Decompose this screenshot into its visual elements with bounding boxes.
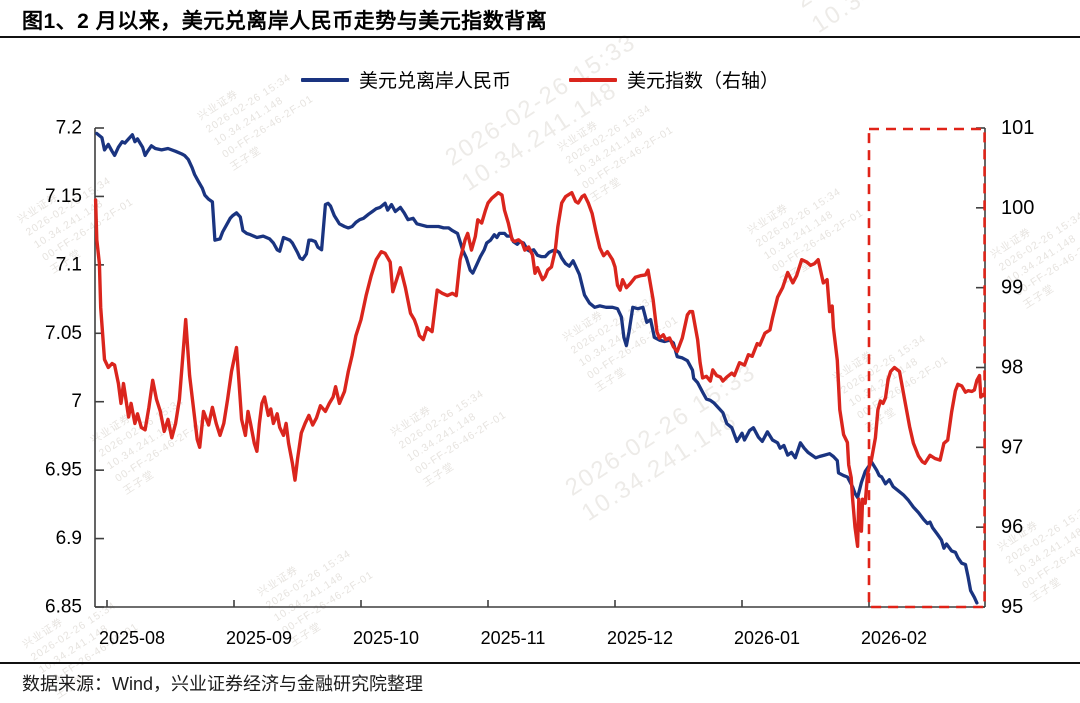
highlight-box [867,127,986,609]
x-tick-label: 2025-08 [99,628,165,648]
legend-swatch-usdcnh [300,77,349,82]
right-tick-label: 98 [1001,357,1023,379]
left-tick-label: 6.95 [45,460,82,481]
x-tick-label: 2025-12 [607,628,673,648]
legend-swatch-dxy [569,77,617,82]
right-tick-label: 101 [1001,117,1034,139]
left-tick-label: 7.1 [56,254,82,275]
legend-item-usdcnh: 美元兑离岸人民币 [300,66,511,93]
source-note: 数据来源：Wind，兴业证券经济与金融研究院整理 [22,674,424,694]
dxy-line [93,190,985,548]
right-tick-label: 97 [1001,436,1023,458]
x-tick-label: 2026-02 [861,628,927,648]
figure-title: 图1、2 月以来，美元兑离岸人民币走势与美元指数背离 [22,10,548,33]
left-tick-label: 6.9 [56,528,82,549]
left-tick-label: 7 [71,391,82,412]
right-tick-label: 100 [1001,197,1034,219]
right-tick-label: 96 [1001,516,1023,538]
right-tick-label: 95 [1001,596,1023,618]
x-tick-label: 2025-11 [481,628,546,648]
legend-label-dxy: 美元指数（右轴） [627,71,780,92]
left-tick-label: 7.15 [45,186,82,207]
left-tick-label: 7.05 [45,323,82,344]
x-tick-label: 2026-01 [734,628,800,648]
usdcnh-line [95,131,979,605]
legend-item-dxy: 美元指数（右轴） [569,66,779,93]
left-tick-label: 7.2 [56,118,82,139]
x-tick-label: 2025-10 [353,628,419,648]
left-tick-label: 6.85 [45,597,82,618]
legend-label-usdcnh: 美元兑离岸人民币 [358,71,511,92]
footer-divider [0,662,1080,664]
title-divider [0,36,1080,38]
chart-legend: 美元兑离岸人民币 美元指数（右轴） [0,66,1080,93]
x-tick-label: 2025-09 [226,628,292,648]
right-tick-label: 99 [1001,277,1023,299]
